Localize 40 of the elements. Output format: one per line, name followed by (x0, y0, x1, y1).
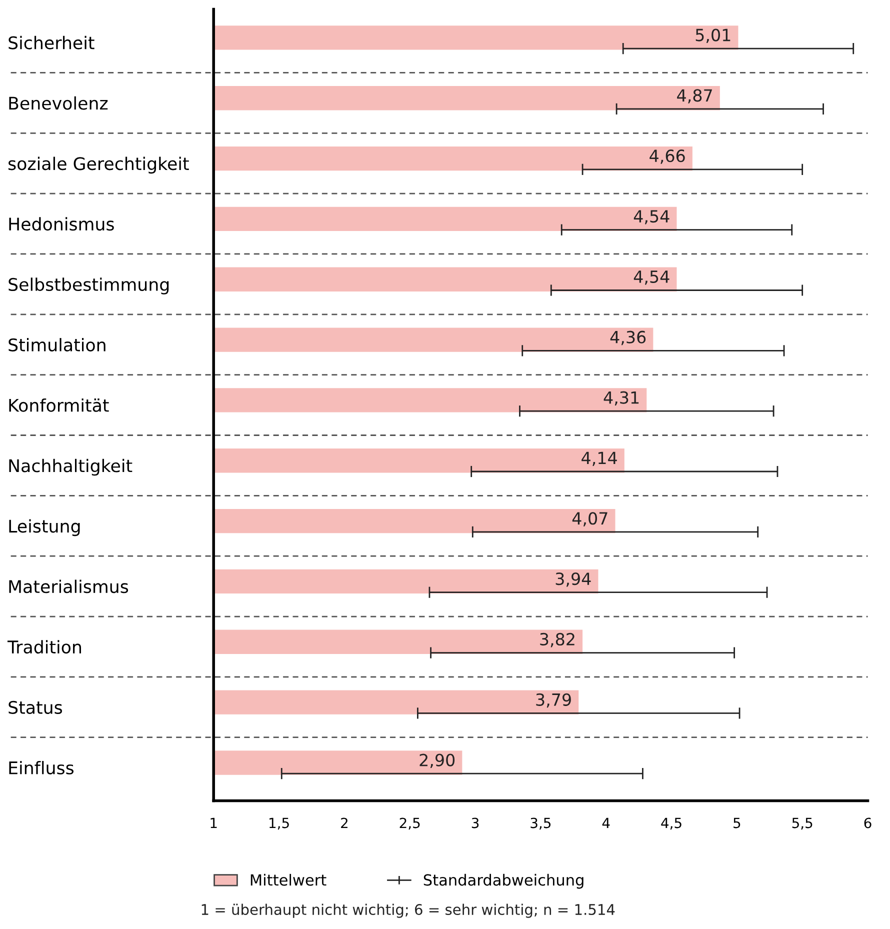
y-tick-label: Konformität (9, 398, 109, 412)
data-label: 4,31 (604, 391, 639, 406)
text: 1 = überhaupt nicht wichtig; 6 = sehr wichtig; n = 1.514 (202, 904, 615, 918)
x-tick-label: 3 (472, 818, 479, 828)
x-tick-label: 2 (341, 818, 348, 828)
x-tick-label: 6 (864, 818, 872, 828)
y-tick-label: Stimulation (8, 338, 106, 352)
y-tick-label: Tradition (7, 640, 81, 654)
data-label: 3,79 (536, 693, 571, 708)
legend-label: Mittelwert (250, 874, 326, 886)
y-tick-label: Selbstbestimmung (8, 278, 169, 294)
y-tick-label: Leistung (9, 519, 80, 536)
y-tick-label: Status (8, 700, 62, 714)
data-label: 3,94 (556, 572, 591, 587)
data-label: 3,82 (540, 632, 574, 648)
x-tick-label: 2,5 (400, 818, 420, 830)
data-label: 4,54 (634, 270, 670, 285)
data-label: 2,90 (420, 754, 455, 768)
text: Standardabweichung (424, 874, 584, 889)
data-label: 4,66 (650, 150, 685, 164)
y-tick-label: Benevolenz (9, 96, 108, 110)
x-tick-label: 4 (602, 818, 610, 828)
x-tick-label: 4,5 (661, 818, 682, 830)
y-tick-label: Hedonismus (9, 217, 114, 231)
x-tick-label: 3,5 (530, 818, 551, 830)
x-tick-label: 1,5 (269, 818, 289, 830)
y-tick-label: Nachhaltigkeit (9, 458, 132, 476)
x-tick-label: 5 (734, 818, 740, 828)
data-label: 4,36 (610, 330, 646, 346)
data-label: 4,07 (572, 512, 608, 526)
y-tick-label: Einfluss (9, 760, 74, 774)
data-label: 4,87 (677, 89, 712, 104)
data-label: 5,01 (696, 28, 730, 44)
y-tick-label: Materialismus (9, 580, 128, 594)
data-label: 4,14 (582, 452, 617, 466)
y-tick-label: Sicherheit (8, 36, 94, 50)
x-tick-label: 1 (210, 818, 217, 828)
data-label: 4,54 (634, 210, 670, 224)
y-tick-label: soziale Gerechtigkeit (8, 156, 189, 174)
x-tick-label: 5,5 (792, 818, 812, 830)
